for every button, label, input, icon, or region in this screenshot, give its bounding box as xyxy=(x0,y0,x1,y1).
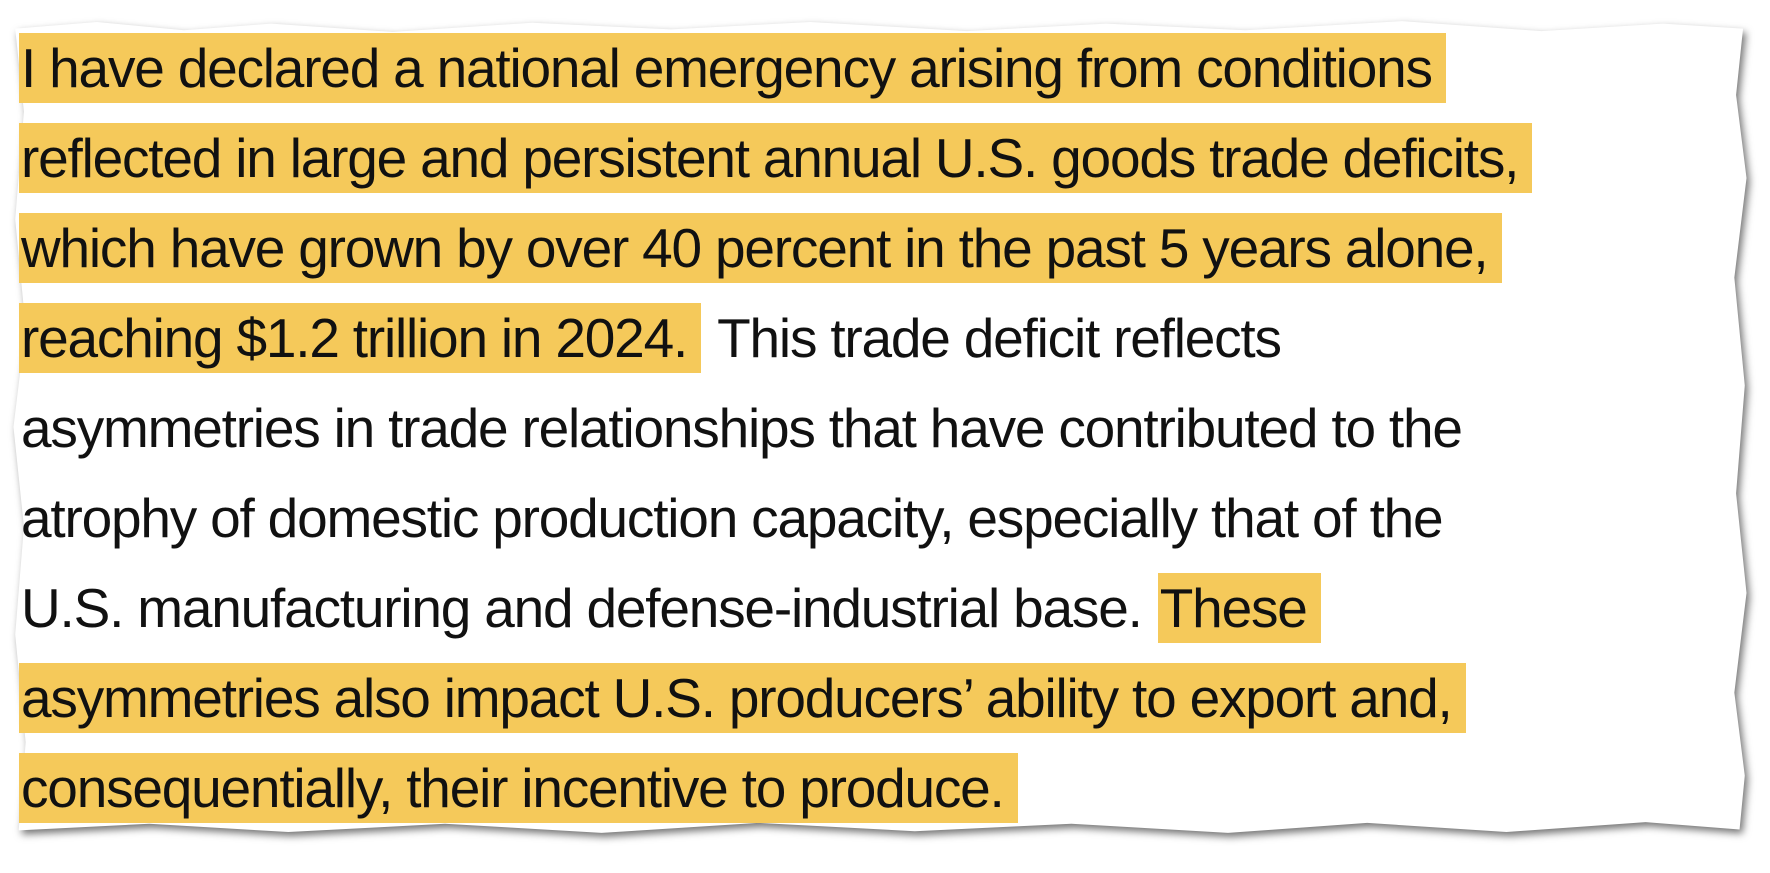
highlighted-text: consequentially, their incentive to prod… xyxy=(19,753,1018,823)
highlighted-text: I have declared a national emergency ari… xyxy=(19,33,1446,103)
plain-text: atrophy of domestic production capacity,… xyxy=(21,487,1444,549)
highlighted-text: which have grown by over 40 percent in t… xyxy=(19,213,1502,283)
plain-text: U.S. manufacturing and defense-industria… xyxy=(21,577,1143,639)
text-line: reaching $1.2 trillion in 2024. This tra… xyxy=(19,303,1532,393)
highlighted-text: reflected in large and persistent annual… xyxy=(19,123,1533,193)
highlighted-text: reaching $1.2 trillion in 2024. xyxy=(19,303,702,373)
text-line: reflected in large and persistent annual… xyxy=(19,123,1533,213)
text-line: U.S. manufacturing and defense-industria… xyxy=(19,573,1532,663)
text-line: asymmetries in trade relationships that … xyxy=(19,393,1532,483)
quote-text: I have declared a national emergency ari… xyxy=(19,33,1533,843)
text-line: atrophy of domestic production capacity,… xyxy=(19,483,1532,573)
text-line: consequentially, their incentive to prod… xyxy=(19,753,1532,843)
highlighted-text: These xyxy=(1157,573,1321,643)
highlighted-text: asymmetries also impact U.S. producers’ … xyxy=(19,663,1466,733)
plain-text: asymmetries in trade relationships that … xyxy=(21,397,1463,459)
text-line: asymmetries also impact U.S. producers’ … xyxy=(19,663,1532,753)
plain-text: This trade deficit reflects xyxy=(717,307,1282,369)
text-line: I have declared a national emergency ari… xyxy=(19,33,1532,123)
text-line: which have grown by over 40 percent in t… xyxy=(19,213,1532,303)
